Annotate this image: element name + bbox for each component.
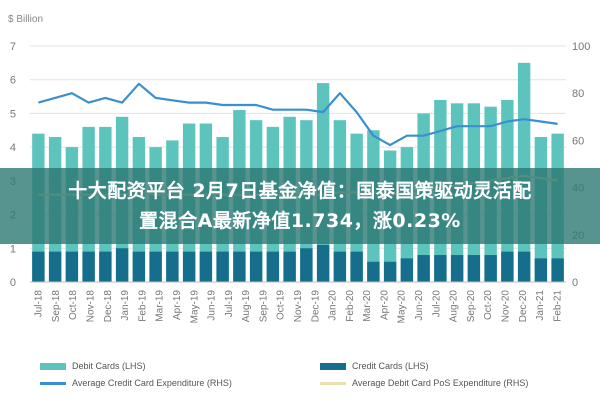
y-left-tick-label: 0 <box>10 277 16 289</box>
bar-credit-cards <box>333 251 347 282</box>
x-tick-label: Sep-19 <box>258 290 269 323</box>
x-tick-label: Jan-19 <box>120 290 131 321</box>
x-tick-label: Jun-19 <box>207 290 218 321</box>
x-tick-label: Jul-18 <box>34 290 45 318</box>
legend-item-credit-cards: Credit Cards (LHS) <box>320 361 429 371</box>
bar-credit-cards <box>450 255 464 282</box>
bar-credit-cards <box>166 251 179 282</box>
x-tick-label: Nov-19 <box>293 290 304 323</box>
legend-swatch-debit-cards <box>40 362 66 370</box>
x-tick-label: Mar-20 <box>362 290 373 322</box>
bar-credit-cards <box>517 251 531 282</box>
y-right-tick-label: 0 <box>572 277 578 289</box>
x-tick-label: Jul-20 <box>431 290 442 318</box>
x-tick-label: Dec-19 <box>310 290 321 323</box>
x-tick-label: Jan-21 <box>535 290 546 321</box>
bar-credit-cards <box>199 251 213 282</box>
y-left-tick-label: 5 <box>10 108 16 120</box>
bar-credit-cards <box>400 258 414 282</box>
bar-credit-cards <box>383 261 397 282</box>
bar-credit-cards <box>149 251 162 282</box>
y-left-tick-label: 4 <box>10 142 16 154</box>
x-tick-label: Dec-20 <box>518 290 529 323</box>
bar-credit-cards <box>467 255 481 282</box>
bar-credit-cards <box>534 258 548 282</box>
bar-credit-cards <box>434 255 447 282</box>
legend-label-debit-cards: Debit Cards (LHS) <box>72 361 146 371</box>
x-tick-label: Nov-18 <box>86 290 97 323</box>
x-tick-label: Dec-18 <box>103 290 114 323</box>
bar-credit-cards <box>417 255 430 282</box>
legend-label-credit-cards: Credit Cards (LHS) <box>352 361 429 371</box>
bar-credit-cards <box>484 255 497 282</box>
x-tick-label: Feb-20 <box>345 290 356 322</box>
y-right-tick-label: 100 <box>572 41 590 53</box>
x-tick-label: Oct-19 <box>276 290 287 320</box>
banner-line-1: 十大配资平台 2月7日基金净值：国泰国策驱动灵活配 <box>68 180 532 202</box>
bar-credit-cards <box>32 251 45 282</box>
x-tick-label: Aug-19 <box>241 290 252 323</box>
bar-credit-cards <box>182 251 196 282</box>
bar-credit-cards <box>266 251 280 282</box>
y-left-tick-label: 6 <box>10 75 16 87</box>
left-unit-label: $ Billion <box>8 14 43 25</box>
x-tick-label: Apr-19 <box>172 290 183 320</box>
x-tick-label: May-20 <box>397 290 408 324</box>
x-tick-label: Nov-20 <box>500 290 511 323</box>
legend-item-debit-cards: Debit Cards (LHS) <box>40 361 146 371</box>
x-tick-label: Feb-21 <box>552 290 563 322</box>
x-tick-label: Mar-19 <box>155 290 166 322</box>
x-axis: Jul-18 Sep-18 Oct-18 Nov-18 Dec-18 Jan-19 Feb-… <box>30 281 566 324</box>
y-left-tick-label: 7 <box>10 41 16 53</box>
y-right-tick-label: 60 <box>572 135 584 147</box>
legend-label-avg-debit-pos: Average Debit Card PoS Expenditure (RHS) <box>352 378 529 388</box>
x-tick-label: Apr-20 <box>379 290 390 320</box>
bar-credit-cards <box>99 251 112 282</box>
y-right-tick-label: 80 <box>572 88 584 100</box>
x-tick-label: May-19 <box>189 290 200 324</box>
x-tick-label: Jun-20 <box>414 290 425 321</box>
bar-credit-cards <box>501 251 514 282</box>
bar-credit-cards <box>249 251 263 282</box>
legend-swatch-credit-cards <box>320 362 346 370</box>
bar-credit-cards <box>283 251 296 282</box>
overlay-banner: 十大配资平台 2月7日基金净值：国泰国策驱动灵活配 置混合A最新净值1.734，… <box>0 168 600 244</box>
bar-credit-cards <box>82 251 95 282</box>
bar-credit-cards <box>316 244 330 282</box>
legend-swatch-avg-debit-pos <box>320 381 346 385</box>
legend-swatch-avg-credit <box>40 381 66 385</box>
x-tick-label: Oct-20 <box>483 290 494 320</box>
bar-credit-cards <box>132 251 146 282</box>
x-tick-label: Oct-18 <box>68 290 79 320</box>
x-tick-label: Jul-19 <box>224 290 235 318</box>
bar-credit-cards <box>367 261 380 282</box>
x-tick-label: Feb-19 <box>137 290 148 322</box>
bar-credit-cards <box>216 251 229 282</box>
legend-label-avg-credit: Average Credit Card Expenditure (RHS) <box>72 378 232 388</box>
y-left-tick-label: 1 <box>10 243 16 255</box>
legend-item-avg-debit-pos: Average Debit Card PoS Expenditure (RHS) <box>320 378 528 388</box>
x-tick-label: Jan-20 <box>328 290 339 321</box>
legend-item-avg-credit: Average Credit Card Expenditure (RHS) <box>40 378 232 388</box>
right-axis: 020406080100 <box>572 41 590 289</box>
bar-credit-cards <box>350 251 363 282</box>
bar-credit-cards <box>115 248 129 282</box>
bar-credit-cards <box>300 248 313 282</box>
banner-line-2: 置混合A最新净值1.734，涨0.23% <box>139 210 461 232</box>
bar-credit-cards <box>233 251 246 282</box>
line-avg-credit-card-expenditure <box>38 82 558 147</box>
x-tick-label: Sep-18 <box>51 290 62 323</box>
bar-credit-cards <box>551 258 564 282</box>
x-tick-label: Aug-20 <box>449 290 460 323</box>
left-axis: 01234567 <box>10 41 16 289</box>
bar-credit-cards <box>48 251 62 282</box>
bar-credit-cards <box>65 251 79 282</box>
x-tick-label: Sep-20 <box>466 290 477 323</box>
